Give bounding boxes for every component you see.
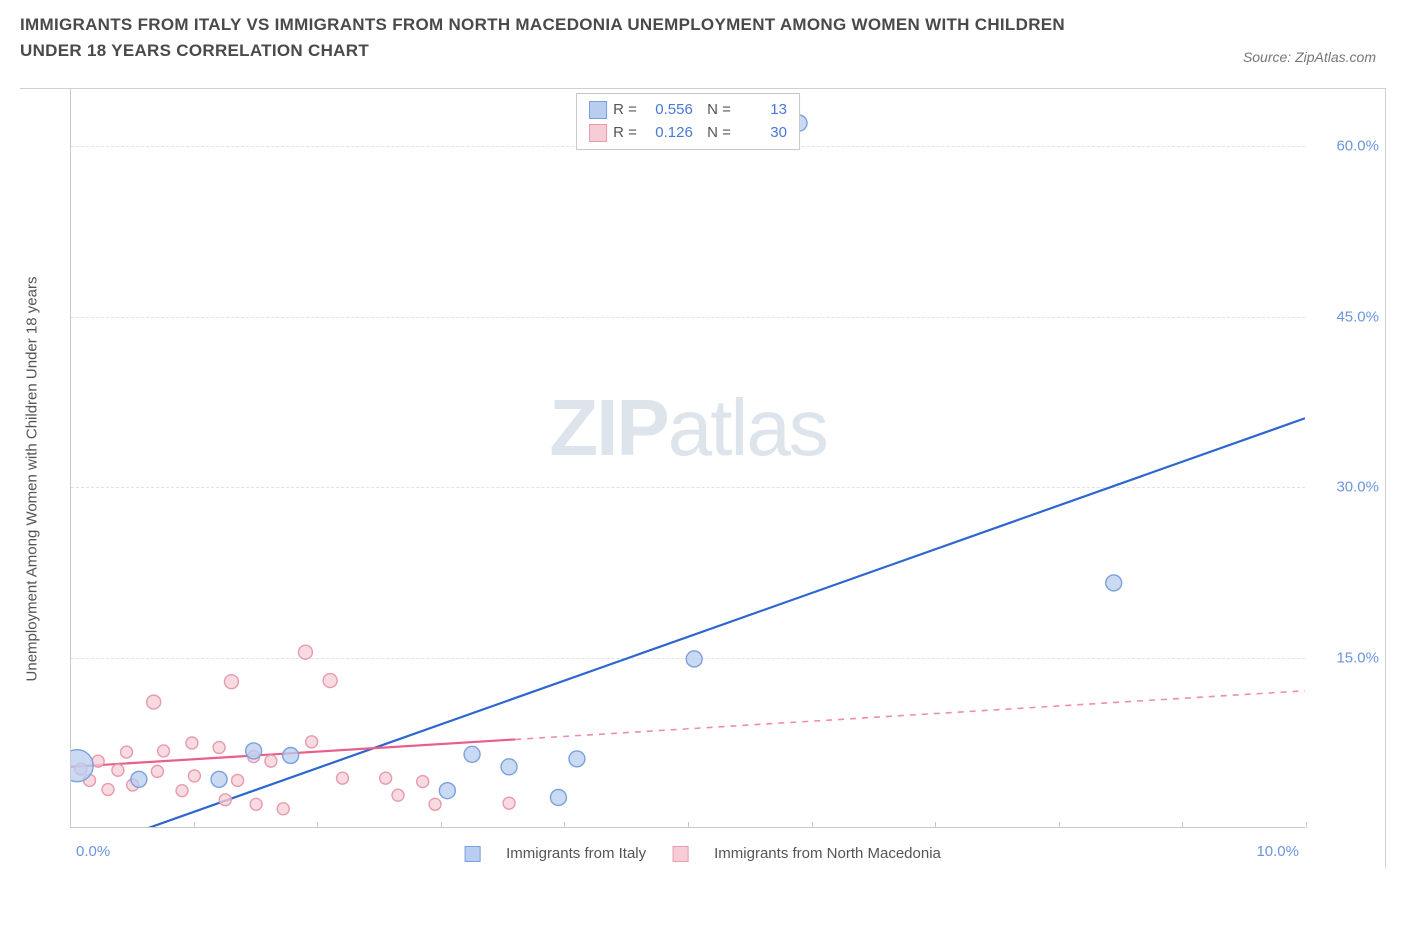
legend-n-value-italy: 13 xyxy=(737,99,787,122)
source-label: Source: ZipAtlas.com xyxy=(1243,49,1386,65)
data-point xyxy=(550,790,566,806)
data-point xyxy=(151,765,163,777)
data-point xyxy=(277,803,289,815)
legend-r-value-macedonia: 0.126 xyxy=(643,122,693,145)
x-axis-max-label: 10.0% xyxy=(1256,843,1299,860)
data-point xyxy=(121,746,133,758)
data-point xyxy=(250,798,262,810)
legend-label-macedonia: Immigrants from North Macedonia xyxy=(714,845,941,862)
data-point xyxy=(265,755,277,767)
legend-swatch-italy xyxy=(464,846,480,862)
legend-row-macedonia: R = 0.126 N = 30 xyxy=(589,122,787,145)
legend-swatch-italy xyxy=(589,101,607,119)
data-point xyxy=(176,785,188,797)
data-point xyxy=(306,736,318,748)
data-point xyxy=(246,743,262,759)
data-point xyxy=(323,674,337,688)
data-point xyxy=(392,789,404,801)
legend-swatch-macedonia xyxy=(589,124,607,142)
legend-row-italy: R = 0.556 N = 13 xyxy=(589,99,787,122)
data-point xyxy=(283,747,299,763)
x-axis-min-label: 0.0% xyxy=(76,843,110,860)
data-point xyxy=(569,751,585,767)
data-point xyxy=(503,797,515,809)
data-point xyxy=(211,771,227,787)
data-point xyxy=(158,745,170,757)
data-point xyxy=(92,755,104,767)
chart-area: Unemployment Among Women with Children U… xyxy=(20,88,1386,868)
data-point xyxy=(429,798,441,810)
data-point xyxy=(464,746,480,762)
chart-title: IMMIGRANTS FROM ITALY VS IMMIGRANTS FROM… xyxy=(20,12,1120,65)
data-point xyxy=(336,772,348,784)
y-tick-label: 60.0% xyxy=(1336,137,1379,154)
plot-svg xyxy=(71,89,1305,827)
data-point xyxy=(1106,575,1122,591)
legend-r-label: R = xyxy=(613,99,637,122)
y-tick-label: 45.0% xyxy=(1336,308,1379,325)
legend-r-value-italy: 0.556 xyxy=(643,99,693,122)
legend-n-label: N = xyxy=(699,99,731,122)
y-axis-label: Unemployment Among Women with Children U… xyxy=(24,276,41,681)
legend-n-label: N = xyxy=(699,122,731,145)
data-point xyxy=(686,651,702,667)
series-legend: Immigrants from Italy Immigrants from No… xyxy=(464,845,941,862)
data-point xyxy=(131,771,147,787)
correlation-legend: R = 0.556 N = 13 R = 0.126 N = 30 xyxy=(576,93,800,150)
data-point xyxy=(102,784,114,796)
legend-swatch-macedonia xyxy=(672,846,688,862)
y-tick-label: 30.0% xyxy=(1336,479,1379,496)
data-point xyxy=(213,742,225,754)
data-point xyxy=(232,774,244,786)
data-point xyxy=(380,772,392,784)
legend-label-italy: Immigrants from Italy xyxy=(506,845,646,862)
legend-n-value-macedonia: 30 xyxy=(737,122,787,145)
x-tick xyxy=(1306,822,1307,828)
plot-region: ZIPatlas R = 0.556 N = 13 R = 0.126 N = … xyxy=(70,89,1305,828)
legend-r-label: R = xyxy=(613,122,637,145)
data-point xyxy=(112,764,124,776)
data-point xyxy=(501,759,517,775)
y-tick-label: 15.0% xyxy=(1336,650,1379,667)
data-point xyxy=(439,783,455,799)
data-point xyxy=(219,794,231,806)
data-point xyxy=(186,737,198,749)
data-point xyxy=(188,770,200,782)
data-point xyxy=(224,675,238,689)
data-point xyxy=(417,776,429,788)
data-point xyxy=(147,695,161,709)
data-point xyxy=(298,645,312,659)
chart-header: IMMIGRANTS FROM ITALY VS IMMIGRANTS FROM… xyxy=(0,0,1406,73)
